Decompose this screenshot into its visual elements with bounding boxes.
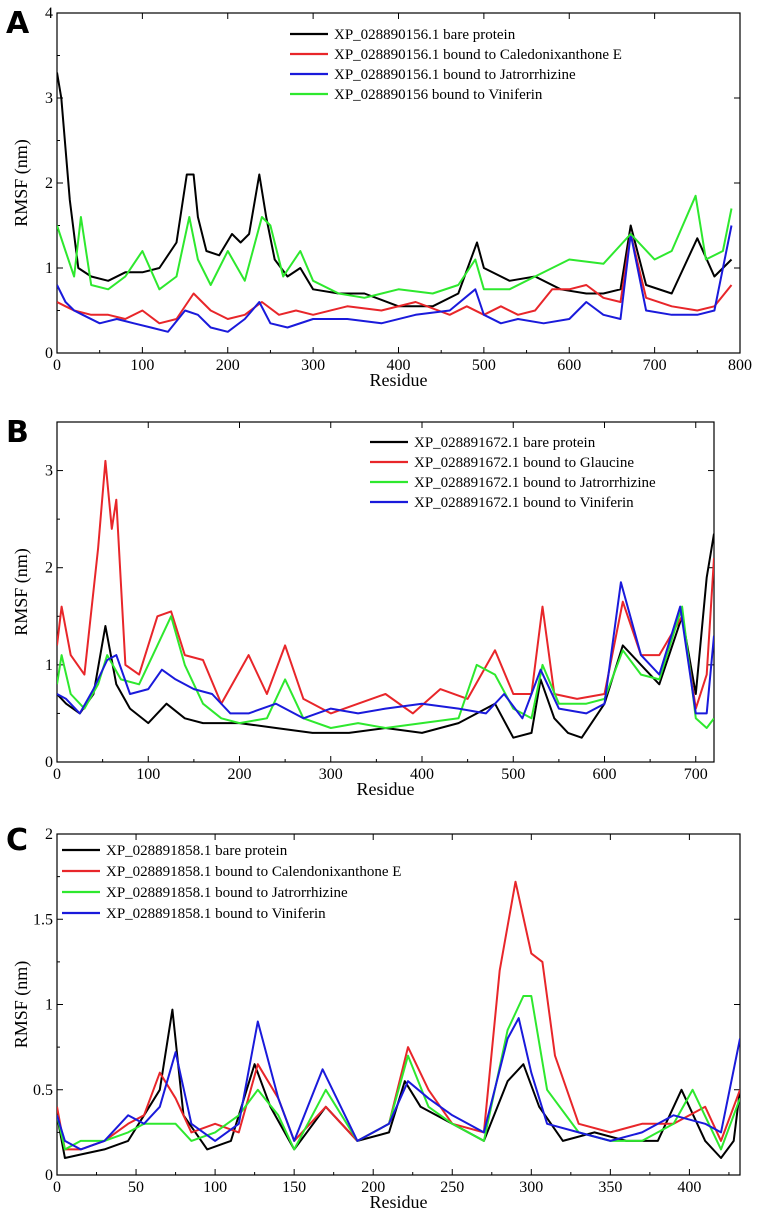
legend-label: XP_028891672.1 bound to Glaucine (414, 455, 634, 471)
legend-label: XP_028891858.1 bound to Viniferin (106, 906, 326, 922)
series-line-4 (57, 194, 733, 299)
series-line-1 (57, 1008, 740, 1159)
y-tick-label: 1 (45, 657, 53, 674)
y-tick-label: 2 (45, 175, 53, 192)
x-tick-label: 400 (387, 357, 411, 374)
series-line-4 (57, 581, 714, 720)
series-line-3 (57, 225, 733, 333)
legend-label: XP_028891672.1 bare protein (414, 435, 596, 451)
series-line-1 (57, 533, 714, 739)
x-tick-label: 600 (593, 766, 617, 783)
y-tick-label: 2 (45, 826, 53, 843)
y-tick-label: 4 (45, 5, 53, 22)
x-tick-label: 500 (472, 357, 496, 374)
x-tick-label: 0 (53, 766, 61, 783)
legend: XP_028890156.1 bare protein XP_028890156.… (290, 27, 622, 103)
legend-label: XP_028890156 bound to Viniferin (334, 87, 543, 103)
chart-panel-a: A 0 100 200 300 400 500 600 700 800 0 1 2 3 4 Residue RM… (6, 5, 752, 390)
y-axis-title: RMSF (nm) (11, 548, 32, 636)
y-axis-title: RMSF (nm) (11, 139, 32, 227)
legend-label: XP_028891858.1 bound to Jatrorrhizine (106, 885, 348, 901)
panel-label: C (6, 823, 28, 858)
x-axis-title: Residue (357, 779, 415, 799)
series-line-2 (57, 459, 714, 715)
legend-label: XP_028891672.1 bound to Jatrorrhizine (414, 475, 656, 491)
plot-frame (56, 12, 741, 354)
y-tick-label: 3 (45, 463, 53, 480)
x-tick-label: 400 (677, 1179, 701, 1196)
series-line-2 (57, 233, 733, 325)
x-tick-label: 0 (53, 357, 61, 374)
x-tick-label: 300 (319, 766, 343, 783)
plot-frame (56, 421, 715, 763)
x-tick-label: 250 (440, 1179, 464, 1196)
x-tick-label: 300 (301, 357, 325, 374)
legend-label: XP_028890156.1 bound to Jatrorrhizine (334, 67, 576, 83)
series-line-3 (57, 605, 714, 729)
x-tick-label: 300 (519, 1179, 543, 1196)
x-tick-label: 100 (130, 357, 154, 374)
x-axis-title: Residue (370, 370, 428, 390)
y-axis-title: RMSF (nm) (11, 961, 32, 1049)
series-line-1 (57, 72, 733, 308)
legend-label: XP_028890156.1 bound to Caledonixanthone… (334, 47, 622, 63)
x-tick-label: 500 (501, 766, 525, 783)
y-tick-label: 0 (45, 345, 53, 362)
chart-panel-c: C 0 50 100 150 200 250 300 350 400 0 0.5 1 1.5 2 Residu… (6, 823, 741, 1212)
x-tick-label: 400 (410, 766, 434, 783)
y-tick-label: 1.5 (33, 911, 53, 928)
x-tick-label: 800 (728, 357, 752, 374)
y-tick-label: 0 (45, 754, 53, 771)
series-line-4 (57, 1017, 740, 1151)
x-tick-label: 200 (216, 357, 240, 374)
x-tick-label: 100 (136, 766, 160, 783)
x-tick-label: 600 (557, 357, 581, 374)
panel-label: B (6, 415, 29, 450)
x-tick-label: 150 (282, 1179, 306, 1196)
y-tick-label: 0.5 (33, 1082, 53, 1099)
x-tick-label: 200 (361, 1179, 385, 1196)
y-tick-label: 1 (45, 260, 53, 277)
x-tick-label: 700 (684, 766, 708, 783)
x-tick-label: 0 (53, 1179, 61, 1196)
x-axis-title: Residue (370, 1192, 428, 1212)
x-tick-label: 700 (643, 357, 667, 374)
y-tick-label: 0 (45, 1167, 53, 1184)
x-tick-label: 350 (598, 1179, 622, 1196)
x-tick-label: 200 (228, 766, 252, 783)
legend-label: XP_028891672.1 bound to Viniferin (414, 495, 634, 511)
legend: XP_028891858.1 bare protein XP_028891858.… (62, 843, 401, 922)
legend: XP_028891672.1 bare protein XP_028891672.… (370, 435, 656, 511)
y-tick-label: 3 (45, 90, 53, 107)
chart-panel-b: B 0 100 200 300 400 500 600 700 0 1 2 3 Residue RMSF (… (6, 415, 715, 799)
y-tick-label: 1 (45, 997, 53, 1014)
x-tick-label: 100 (203, 1179, 227, 1196)
legend-label: XP_028891858.1 bound to Calendonixanthon… (106, 864, 401, 880)
panel-label: A (6, 6, 30, 41)
x-tick-label: 50 (128, 1179, 144, 1196)
legend-label: XP_028891858.1 bare protein (106, 843, 288, 859)
y-tick-label: 2 (45, 560, 53, 577)
legend-label: XP_028890156.1 bare protein (334, 27, 516, 43)
